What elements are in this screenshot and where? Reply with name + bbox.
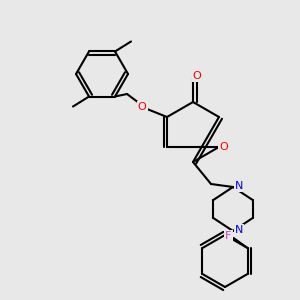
Text: O: O	[138, 102, 146, 112]
Text: O: O	[193, 71, 201, 81]
Text: O: O	[220, 142, 228, 152]
Text: N: N	[235, 225, 243, 235]
Text: N: N	[235, 181, 243, 191]
Text: F: F	[225, 231, 232, 241]
